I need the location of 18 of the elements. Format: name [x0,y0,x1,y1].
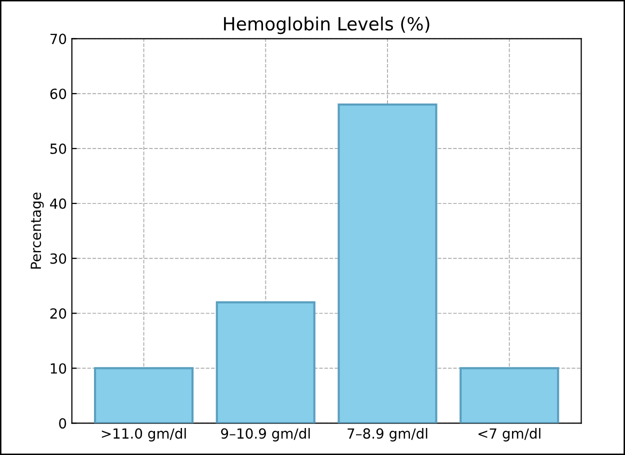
y-tick-label: 70 [50,34,66,44]
y-tick-label: 50 [50,143,66,154]
y-tick-label: 40 [50,198,66,209]
y-tick-label: 30 [50,253,66,264]
y-tick-label: 10 [50,363,66,374]
bar [460,367,560,424]
y-tick-label: 0 [59,418,66,429]
x-tick-label: 7–8.9 gm/dl [348,428,428,442]
bar [216,301,316,424]
chart-title: Hemoglobin Levels (%) [224,16,430,34]
bar [94,367,194,424]
x-tick-label: <7 gm/dl [478,428,540,442]
y-tick-label: 60 [50,88,66,100]
x-tick-label: >11.0 gm/dl [102,428,186,442]
x-tick-label: 9–10.9 gm/dl [221,428,310,442]
bar [338,104,438,424]
y-tick-label: 20 [50,308,66,319]
y-axis-title: Percentage [30,192,44,269]
